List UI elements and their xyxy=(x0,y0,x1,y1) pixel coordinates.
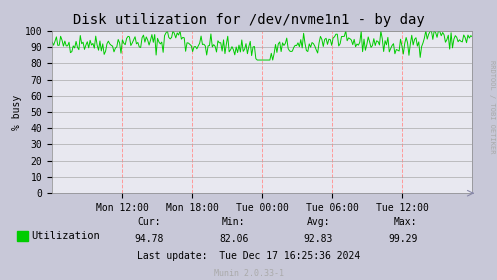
Text: Utilization: Utilization xyxy=(31,231,100,241)
Text: Disk utilization for /dev/nvme1n1 - by day: Disk utilization for /dev/nvme1n1 - by d… xyxy=(73,13,424,27)
Text: Munin 2.0.33-1: Munin 2.0.33-1 xyxy=(214,269,283,278)
Text: 99.29: 99.29 xyxy=(388,234,417,244)
Text: Last update:  Tue Dec 17 16:25:36 2024: Last update: Tue Dec 17 16:25:36 2024 xyxy=(137,251,360,261)
Text: 82.06: 82.06 xyxy=(219,234,248,244)
Y-axis label: % busy: % busy xyxy=(12,94,22,130)
Text: 94.78: 94.78 xyxy=(134,234,164,244)
Text: 92.83: 92.83 xyxy=(303,234,333,244)
Text: Max:: Max: xyxy=(394,217,417,227)
Text: Cur:: Cur: xyxy=(137,217,161,227)
Text: Min:: Min: xyxy=(222,217,246,227)
Text: RRDTOOL / TOBI OETIKER: RRDTOOL / TOBI OETIKER xyxy=(489,60,495,153)
Text: Avg:: Avg: xyxy=(306,217,330,227)
